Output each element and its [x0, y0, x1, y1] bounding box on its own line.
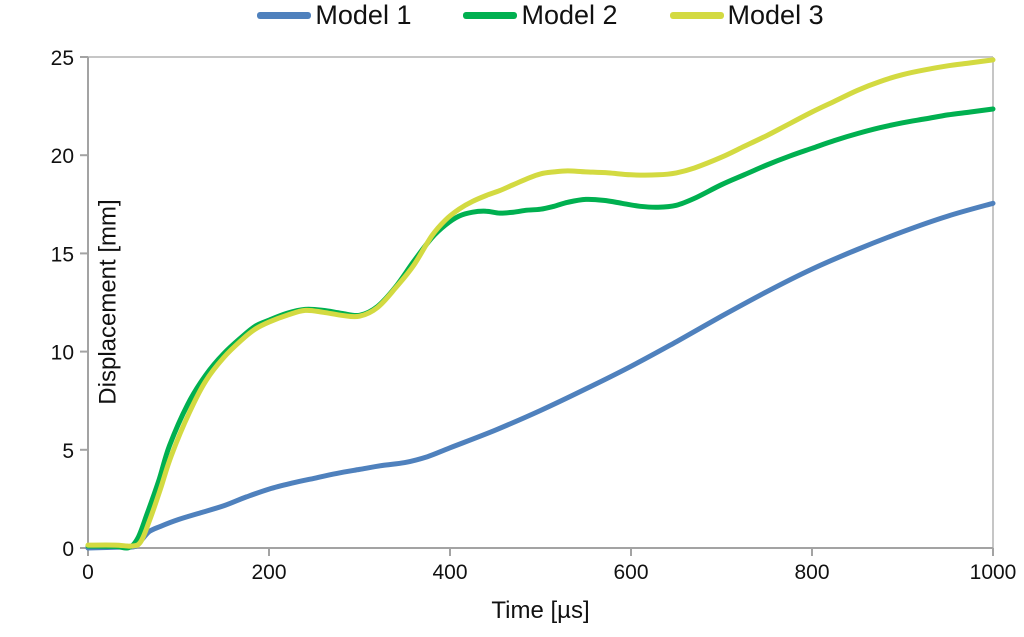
y-tick-label: 15	[51, 243, 74, 266]
series-line-model-2	[85, 106, 996, 551]
legend-item-model-1: Model 1	[257, 2, 411, 29]
legend-label-model-3: Model 3	[727, 0, 824, 30]
y-tick-label: 10	[51, 342, 74, 365]
x-tick-label: 0	[82, 561, 94, 584]
x-tick-label: 1000	[970, 561, 1017, 584]
y-tick-label: 25	[51, 47, 74, 70]
series-line-model-1	[85, 200, 996, 551]
legend-swatch-model-3-icon	[669, 12, 724, 19]
legend-swatch-model-2-icon	[463, 12, 518, 19]
legend-label-model-2: Model 2	[521, 0, 618, 30]
x-tick-label: 800	[794, 561, 829, 584]
y-tick-label: 0	[62, 538, 74, 561]
legend-swatch-model-1-icon	[257, 12, 312, 19]
x-axis-title: Time [µs]	[491, 597, 590, 624]
y-tick-label: 20	[51, 145, 74, 168]
legend-label-model-1: Model 1	[315, 0, 412, 30]
y-tick-label: 5	[62, 440, 74, 463]
x-tick-label: 200	[251, 561, 286, 584]
series-line-model-3	[85, 57, 996, 549]
x-tick-label: 400	[432, 561, 467, 584]
legend-item-model-2: Model 2	[463, 0, 618, 30]
y-axis-title: Displacement [mm]	[94, 199, 122, 405]
chart-legend: Model 1 Model 2 Model 3	[88, 2, 993, 29]
legend-item-model-3: Model 3	[669, 0, 824, 30]
x-tick-label: 600	[613, 561, 648, 584]
